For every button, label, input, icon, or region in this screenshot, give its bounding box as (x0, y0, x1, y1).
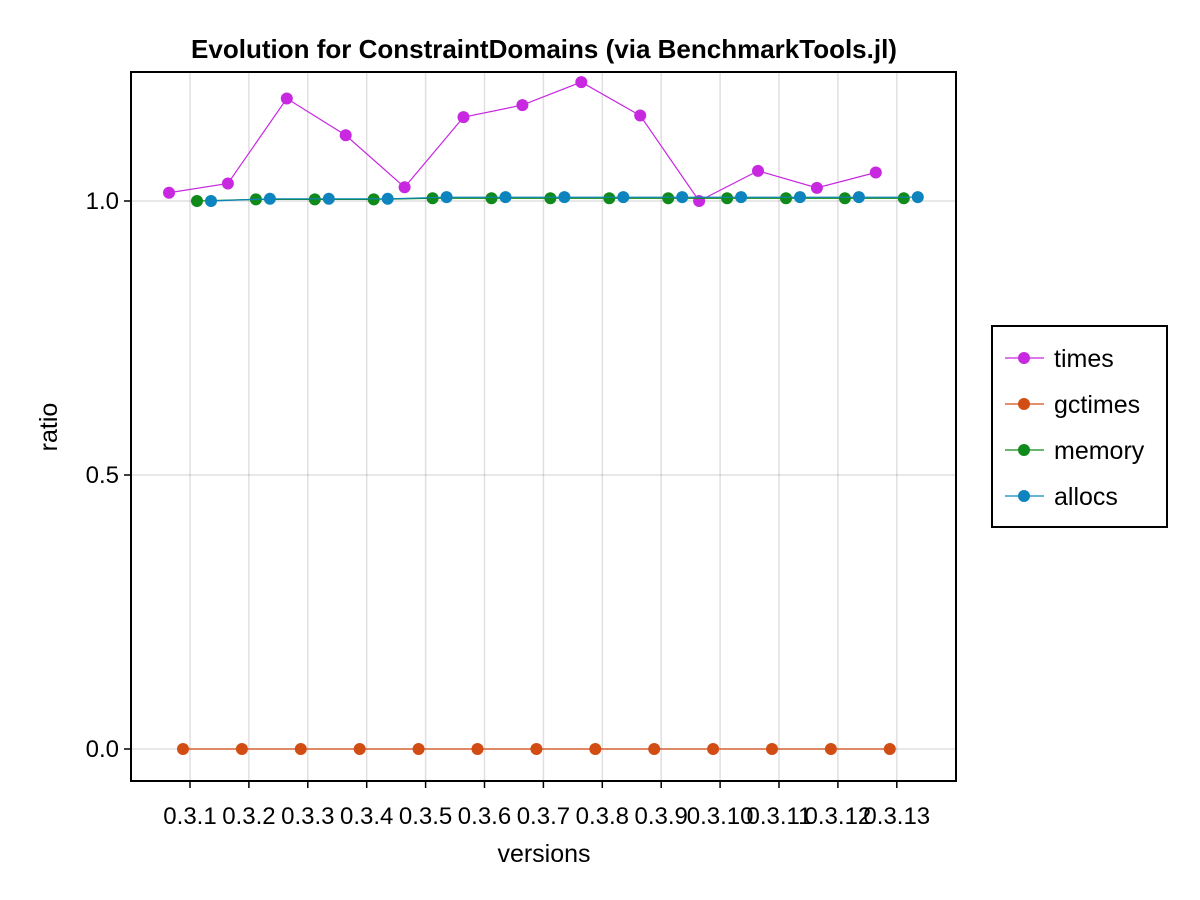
x-tick-label: 0.3.5 (399, 803, 452, 830)
x-tick-label: 0.3.9 (635, 803, 688, 830)
y-axis-ticks: 0.0 0.5 1.0 (86, 188, 131, 763)
data-point (794, 191, 806, 204)
data-point (280, 92, 293, 105)
legend-item-times: times (1005, 345, 1114, 373)
legend-swatch-marker (1018, 398, 1030, 410)
legend-item-allocs: allocs (1005, 483, 1118, 511)
x-axis-label: versions (497, 840, 590, 868)
legend-label: memory (1054, 437, 1145, 465)
data-point (617, 191, 630, 204)
data-point (322, 192, 335, 205)
data-point (294, 743, 307, 755)
data-point (440, 191, 453, 204)
y-tick-label: 1.0 (86, 188, 119, 215)
data-point (707, 743, 720, 755)
x-tick-label: 0.3.10 (687, 803, 754, 830)
data-point (603, 192, 616, 205)
data-point (766, 743, 778, 755)
legend-swatch-marker (1018, 490, 1030, 502)
data-point (752, 164, 764, 177)
y-axis-label: ratio (35, 403, 63, 452)
chart-title: Evolution for ConstraintDomains (via Ben… (191, 34, 897, 64)
x-axis-ticks: 0.3.1 0.3.2 0.3.3 0.3.4 0.3.5 0.3.6 0.3.7 0.3.8… (163, 781, 930, 830)
data-point (412, 743, 425, 755)
data-point (810, 181, 823, 194)
data-point (516, 99, 529, 112)
x-tick-label: 0.3.2 (222, 803, 275, 830)
data-point (780, 192, 792, 205)
x-tick-label: 0.3.1 (163, 803, 216, 830)
legend-item-gctimes: gctimes (1005, 391, 1140, 419)
data-point (721, 192, 734, 205)
data-point (235, 743, 248, 755)
data-point (911, 191, 924, 204)
series-layer (163, 76, 924, 755)
data-point (648, 743, 661, 755)
x-tick-label: 0.3.12 (805, 803, 872, 830)
data-point (339, 129, 352, 142)
data-point (263, 192, 276, 205)
x-tick-label: 0.3.11 (747, 803, 812, 830)
data-point (544, 192, 557, 205)
legend-label: allocs (1054, 483, 1118, 511)
x-tick-label: 0.3.6 (458, 803, 511, 830)
data-point (353, 743, 366, 755)
x-tick-label: 0.3.3 (281, 803, 334, 830)
data-point (221, 177, 234, 190)
data-point (426, 192, 439, 205)
data-point (735, 191, 748, 204)
y-tick-label: 0.5 (86, 462, 119, 489)
data-point (163, 186, 175, 199)
data-point (824, 743, 837, 755)
data-point (205, 195, 217, 207)
data-point (589, 743, 602, 755)
data-point (676, 191, 689, 204)
legend-label: gctimes (1054, 391, 1140, 419)
data-point (897, 192, 910, 205)
data-point (634, 109, 647, 122)
legend-swatch-marker (1018, 352, 1030, 364)
data-point (177, 743, 189, 755)
x-tick-label: 0.3.7 (517, 803, 570, 830)
x-tick-label: 0.3.8 (576, 803, 629, 830)
series-allocs (205, 191, 924, 207)
data-point (558, 191, 571, 204)
x-tick-label: 0.3.4 (340, 803, 393, 830)
data-point (869, 166, 882, 179)
data-point (381, 192, 394, 205)
series-times (163, 76, 882, 207)
data-point (838, 192, 851, 205)
data-point (485, 192, 498, 205)
y-tick-label: 0.0 (86, 736, 119, 763)
data-point (852, 191, 865, 204)
legend-label: times (1054, 345, 1114, 373)
legend-item-memory: memory (1005, 437, 1145, 465)
data-point (575, 76, 588, 89)
x-tick-label: 0.3.13 (863, 803, 930, 830)
legend: times gctimes memory allocs (991, 325, 1168, 528)
data-point (883, 743, 896, 755)
data-point (530, 743, 543, 755)
data-point (398, 181, 411, 194)
data-point (662, 192, 675, 205)
data-point (457, 111, 470, 124)
series-gctimes (177, 743, 896, 755)
data-point (499, 191, 512, 204)
legend-swatch-marker (1018, 444, 1030, 456)
data-point (191, 195, 203, 207)
data-point (471, 743, 484, 755)
